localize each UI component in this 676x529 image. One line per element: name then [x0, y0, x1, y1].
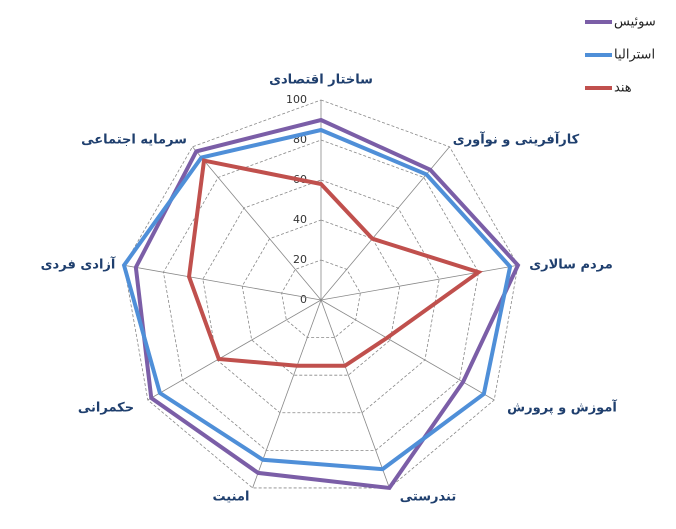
legend-label: هند: [614, 81, 632, 96]
grid-ring: [281, 259, 361, 338]
r-tick-label: 0: [300, 293, 307, 306]
spoke: [147, 299, 322, 401]
r-tick-label: 40: [293, 213, 307, 226]
r-tick-label: 100: [286, 93, 307, 106]
grid-ring: [163, 139, 479, 451]
spoke: [192, 146, 322, 301]
category-label: ساختار اقتصادی: [269, 73, 373, 88]
category-label: امنیت: [213, 490, 250, 505]
category-label: حکمرانی: [78, 401, 134, 416]
spoke: [123, 264, 322, 301]
spoke: [320, 299, 495, 401]
category-label: تندرستی: [400, 490, 456, 505]
spoke: [252, 299, 322, 489]
spoke: [320, 299, 390, 489]
grid-ring: [202, 179, 440, 414]
spoke: [320, 264, 519, 301]
grid-ring: [123, 99, 519, 489]
category-label: کارآفرینی و نوآوری: [453, 131, 580, 148]
category-label: سرمایه اجتماعی: [81, 133, 187, 148]
legend-label: سوئیس: [614, 15, 656, 30]
series-line: [133, 117, 521, 491]
series-line: [186, 158, 483, 368]
r-tick-label: 20: [293, 253, 307, 266]
series-line: [121, 127, 513, 472]
category-label: آزادی فردی: [41, 256, 116, 273]
category-label: آموزش و پرورش: [507, 399, 617, 416]
grid-ring: [241, 219, 401, 376]
legend-label: استرالیا: [614, 48, 655, 63]
spoke: [320, 146, 450, 301]
category-label: مردم سالاری: [529, 258, 613, 273]
